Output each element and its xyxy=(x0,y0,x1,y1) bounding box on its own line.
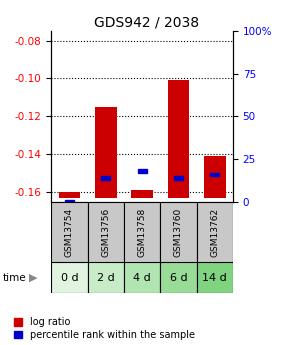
Bar xyxy=(197,202,233,262)
Bar xyxy=(137,169,146,173)
Text: GSM13758: GSM13758 xyxy=(138,207,146,257)
Text: GSM13760: GSM13760 xyxy=(174,207,183,257)
Bar xyxy=(204,156,226,198)
Text: GDS942 / 2038: GDS942 / 2038 xyxy=(94,16,199,30)
Bar xyxy=(160,262,197,293)
Text: GSM13756: GSM13756 xyxy=(101,207,110,257)
Bar xyxy=(197,262,233,293)
Legend: log ratio, percentile rank within the sample: log ratio, percentile rank within the sa… xyxy=(14,317,195,340)
Bar xyxy=(65,200,74,204)
Text: 0 d: 0 d xyxy=(61,273,78,283)
Bar xyxy=(95,107,117,198)
Bar xyxy=(59,193,80,198)
Bar xyxy=(51,262,88,293)
Bar xyxy=(174,176,183,180)
Text: time: time xyxy=(3,273,27,283)
Bar xyxy=(51,202,88,262)
Bar xyxy=(210,173,219,176)
Bar xyxy=(88,202,124,262)
Bar xyxy=(168,80,189,198)
Bar xyxy=(160,202,197,262)
Bar xyxy=(124,262,160,293)
Text: 4 d: 4 d xyxy=(133,273,151,283)
Text: GSM13754: GSM13754 xyxy=(65,207,74,257)
Text: 2 d: 2 d xyxy=(97,273,115,283)
Text: 6 d: 6 d xyxy=(170,273,187,283)
Bar xyxy=(124,202,160,262)
Bar xyxy=(88,262,124,293)
Text: ▶: ▶ xyxy=(29,273,38,283)
Text: GSM13762: GSM13762 xyxy=(210,207,219,257)
Bar xyxy=(101,176,110,180)
Bar xyxy=(131,190,153,198)
Text: 14 d: 14 d xyxy=(202,273,227,283)
